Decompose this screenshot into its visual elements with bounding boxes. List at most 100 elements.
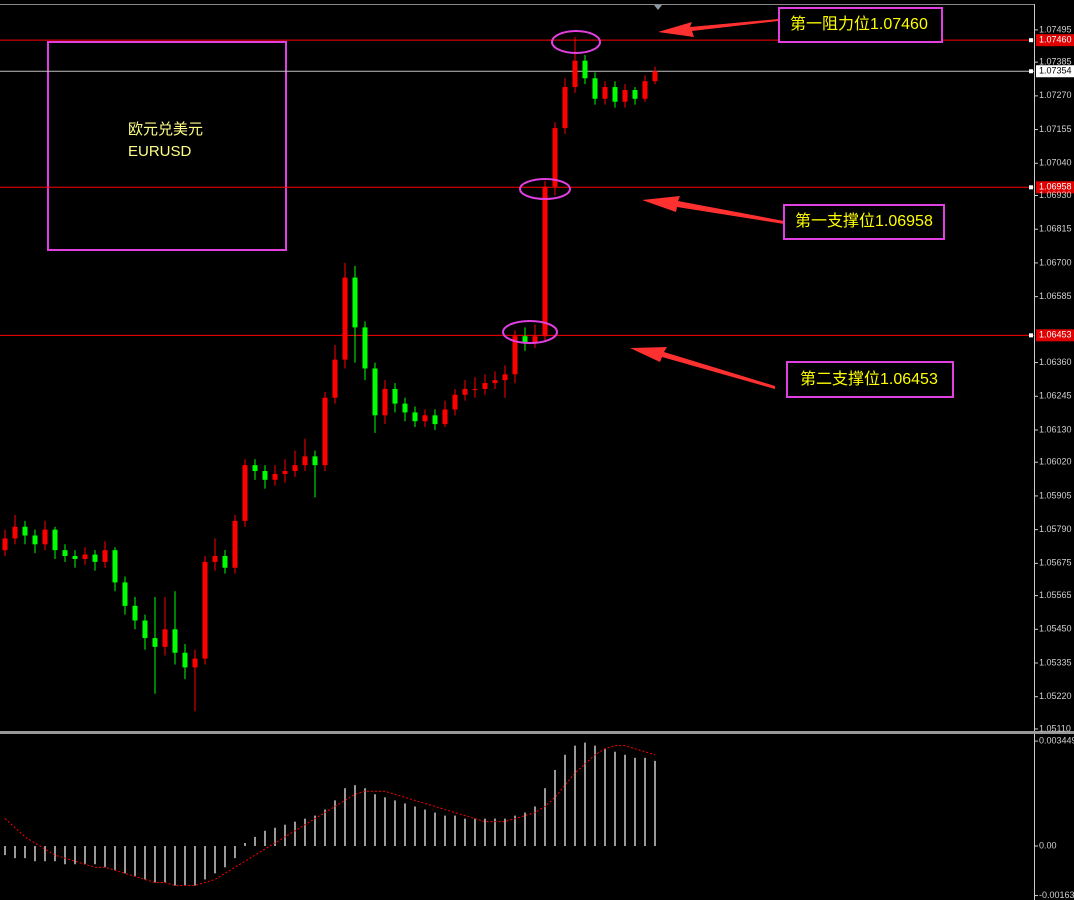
- candle-body: [72, 556, 78, 559]
- level-handle: [1029, 38, 1033, 43]
- candle-body: [392, 388, 398, 404]
- y-tick-label: 1.06815: [1039, 224, 1072, 234]
- candle-body: [622, 89, 628, 102]
- annotation: 第一阻力位1.07460: [790, 15, 928, 33]
- y-tick-label: 1.05790: [1039, 524, 1072, 534]
- candle-body: [142, 620, 148, 639]
- y-tick-label: 1.05565: [1039, 590, 1072, 600]
- candle-body: [42, 529, 48, 545]
- macd-panel: [4, 742, 656, 887]
- chart-title: 欧元兑美元: [128, 121, 203, 138]
- level-label: 1.06958: [1039, 182, 1072, 192]
- level-marker: [1036, 329, 1074, 342]
- chart-subtitle: EURUSD: [128, 143, 192, 160]
- candle-body: [212, 556, 218, 562]
- candle-body: [582, 60, 588, 79]
- y-tick-label: 1.06930: [1039, 190, 1072, 200]
- candle-body: [182, 652, 188, 668]
- candle-body: [352, 277, 358, 328]
- arrow: [642, 196, 784, 224]
- candle-body: [362, 327, 368, 369]
- annotations: 第一阻力位1.07460 第一支撑位1.06958 第二支撑位1.06453: [502, 7, 954, 398]
- y-tick-label: 1.06245: [1039, 391, 1072, 401]
- candle-body: [652, 71, 658, 82]
- candle-body: [472, 388, 478, 390]
- candle-body: [612, 87, 618, 102]
- candle-body: [372, 368, 378, 416]
- panel-separator: [0, 731, 1074, 734]
- candle-body: [92, 554, 98, 562]
- candle-body: [152, 638, 158, 647]
- y-tick-label: 1.05675: [1039, 558, 1072, 568]
- level-handle: [1029, 333, 1033, 338]
- candle-body: [552, 128, 558, 187]
- y-tick-label: 1.06020: [1039, 457, 1072, 467]
- y-tick-label: 1.07155: [1039, 124, 1072, 134]
- candle-body: [232, 520, 238, 568]
- y-tick-label: 1.07385: [1039, 57, 1072, 67]
- candle-body: [222, 556, 228, 568]
- y-tick-label: 1.05110: [1039, 723, 1071, 733]
- candle-body: [592, 78, 598, 99]
- candle-body: [272, 473, 278, 480]
- candle-body: [532, 336, 538, 343]
- candle-body: [412, 412, 418, 422]
- highlight-ellipse: [519, 178, 571, 200]
- y-tick-label: -0.00163: [1039, 890, 1074, 900]
- candle-body: [492, 380, 498, 384]
- level-label: 1.07460: [1039, 35, 1072, 45]
- y-tick-label: 1.05220: [1039, 691, 1072, 701]
- annotation: 第一支撑位1.06958: [795, 212, 933, 230]
- y-tick-label: 1.05335: [1039, 657, 1072, 667]
- shift-marker: [654, 5, 662, 10]
- level-marker: [1036, 65, 1074, 78]
- candle-body: [502, 374, 508, 381]
- candle-body: [462, 388, 468, 395]
- candle-body: [112, 550, 118, 583]
- candle-body: [452, 394, 458, 410]
- y-tick-label: 1.07040: [1039, 158, 1072, 168]
- level-handle: [1029, 69, 1033, 74]
- candle-body: [542, 186, 548, 337]
- y-tick-label: 1.05905: [1039, 490, 1072, 500]
- level-label: 1.07354: [1039, 66, 1072, 76]
- candle-body: [202, 561, 208, 659]
- y-tick-label: 1.05450: [1039, 624, 1072, 634]
- level-label: 1.06453: [1039, 330, 1072, 340]
- candle-body: [642, 81, 648, 99]
- candle-body: [52, 529, 58, 551]
- candle-body: [122, 582, 128, 606]
- candle-body: [572, 60, 578, 88]
- candle-body: [2, 538, 8, 551]
- candles: [2, 37, 658, 712]
- candle-body: [442, 409, 448, 425]
- y-tick-label: 1.07270: [1039, 90, 1072, 100]
- annotation-box: [783, 204, 945, 240]
- candle-body: [192, 658, 198, 668]
- y-tick-label: 1.07495: [1039, 24, 1072, 34]
- candle-body: [522, 336, 528, 343]
- candle-body: [422, 415, 428, 422]
- candle-body: [12, 526, 18, 539]
- y-tick-label: 0.003449: [1039, 735, 1074, 745]
- title-box: [47, 41, 287, 251]
- candle-body: [282, 471, 288, 474]
- candle-body: [242, 465, 248, 521]
- candle-body: [252, 465, 258, 472]
- level-marker: [1036, 181, 1074, 194]
- candle-body: [322, 397, 328, 466]
- annotation-box: [786, 361, 954, 398]
- candle-body: [332, 359, 338, 398]
- y-tick-label: 1.06130: [1039, 424, 1072, 434]
- candle-body: [262, 471, 268, 480]
- levels: 1.07460 1.07354 1.06958 1.06453: [0, 34, 1074, 342]
- candle-body: [382, 388, 388, 416]
- annotation: 第二支撑位1.06453: [800, 370, 938, 388]
- candle-body: [102, 550, 108, 562]
- highlight-ellipse: [551, 30, 601, 54]
- candle-body: [172, 629, 178, 653]
- y-tick-label: 1.06585: [1039, 291, 1072, 301]
- candle-body: [302, 456, 308, 466]
